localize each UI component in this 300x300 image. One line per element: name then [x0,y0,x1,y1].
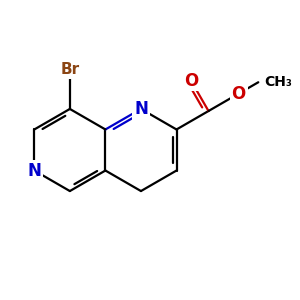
Text: O: O [184,72,198,90]
Text: O: O [232,85,246,103]
Text: Br: Br [60,62,80,77]
Text: N: N [134,100,148,118]
Text: CH₃: CH₃ [264,75,292,89]
Text: N: N [27,161,41,179]
